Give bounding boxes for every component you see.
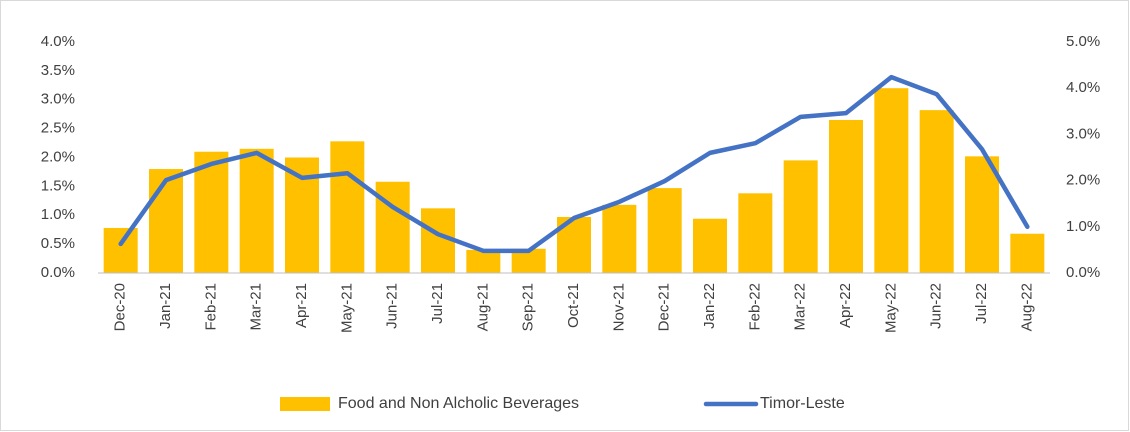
y2-tick-label: 4.0%: [1066, 79, 1100, 96]
bar: [783, 160, 818, 273]
bar: [965, 156, 999, 273]
x-tick-label: May-22: [882, 283, 899, 333]
y-tick-label: 1.5%: [41, 177, 75, 194]
x-tick-label: Feb-21: [202, 283, 219, 331]
x-tick-label: Jun-21: [384, 283, 401, 329]
legend-label: Timor-Leste: [760, 395, 845, 412]
x-tick-label: Jul-21: [429, 283, 446, 324]
bar: [239, 148, 274, 273]
y2-tick-label: 5.0%: [1066, 33, 1100, 50]
x-tick-label: Apr-21: [293, 283, 310, 328]
bar: [647, 188, 682, 273]
bar: [919, 110, 954, 274]
bar: [466, 249, 501, 273]
x-tick-label: Dec-21: [656, 283, 673, 331]
x-tick-label: May-21: [338, 283, 355, 333]
legend-swatch: [280, 397, 330, 411]
x-tick-label: Mar-21: [248, 283, 265, 331]
y-tick-label: 3.5%: [41, 62, 75, 79]
legend-label: Food and Non Alcholic Beverages: [338, 395, 579, 412]
x-tick-label: Nov-21: [610, 283, 627, 331]
bar: [602, 204, 637, 273]
x-tick-label: Jun-22: [928, 283, 945, 329]
bar: [738, 193, 773, 273]
y2-tick-label: 3.0%: [1066, 125, 1100, 142]
y2-tick-label: 1.0%: [1066, 218, 1100, 235]
x-tick-label: Jan-21: [157, 283, 174, 329]
y-tick-label: 3.0%: [41, 91, 75, 108]
bar: [194, 151, 229, 273]
line: [118, 74, 1030, 254]
bar: [103, 227, 138, 273]
bar: [874, 88, 909, 273]
x-tick-label: Jan-22: [701, 283, 718, 329]
y2-tick-label: 2.0%: [1066, 172, 1100, 189]
bar: [149, 169, 183, 273]
x-tick-label: Dec-20: [112, 283, 129, 331]
y-tick-label: 0.5%: [41, 235, 75, 252]
y-tick-label: 0.0%: [41, 264, 75, 281]
y2-tick-label: 0.0%: [1066, 264, 1100, 281]
bar: [829, 119, 863, 274]
bar: [693, 218, 727, 273]
x-tick-label: Aug-21: [474, 283, 491, 331]
y-tick-label: 1.0%: [41, 206, 75, 223]
x-tick-label: Jul-22: [973, 283, 990, 324]
x-tick-label: Oct-21: [565, 283, 582, 328]
y-tick-label: 4.0%: [41, 33, 75, 50]
x-tick-label: Sep-21: [520, 283, 537, 331]
x-tick-label: Apr-22: [837, 283, 854, 328]
y-tick-label: 2.0%: [41, 148, 75, 165]
y-tick-label: 2.5%: [41, 120, 75, 137]
x-tick-label: Aug-22: [1018, 283, 1035, 331]
x-tick-label: Mar-22: [792, 283, 809, 331]
bar: [1010, 233, 1045, 273]
x-tick-label: Feb-22: [746, 283, 763, 331]
bar: [330, 141, 365, 273]
